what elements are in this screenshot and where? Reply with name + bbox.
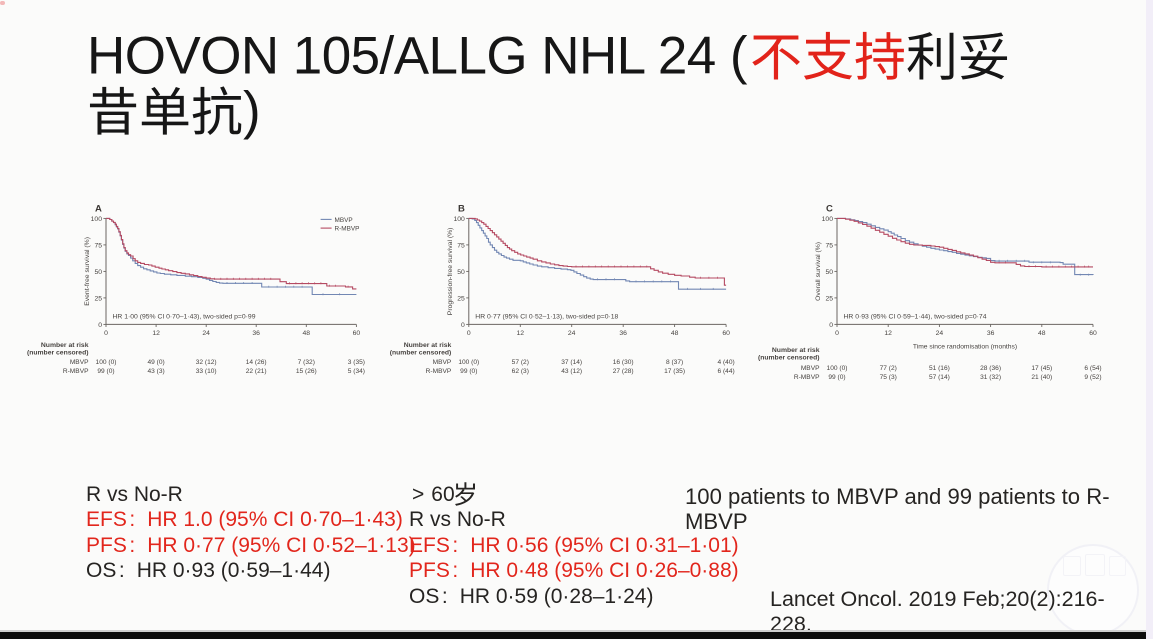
svg-text:0: 0 <box>835 330 839 337</box>
svg-text:Number at risk: Number at risk <box>772 347 820 354</box>
svg-text:C: C <box>826 204 833 215</box>
svg-text:100 (0): 100 (0) <box>458 359 479 366</box>
svg-text:MBVP: MBVP <box>70 359 89 366</box>
svg-text:99 (0): 99 (0) <box>97 368 114 375</box>
svg-text:MBVP: MBVP <box>433 359 452 366</box>
svg-text:25: 25 <box>825 295 833 302</box>
svg-text:12: 12 <box>152 330 160 337</box>
svg-text:(number censored): (number censored) <box>27 350 89 357</box>
svg-text:15 (26): 15 (26) <box>296 368 317 375</box>
svg-text:37 (14): 37 (14) <box>561 359 582 366</box>
svg-text:62 (3): 62 (3) <box>512 368 529 375</box>
svg-text:5 (34): 5 (34) <box>348 368 365 375</box>
svg-text:75: 75 <box>94 242 102 249</box>
svg-text:75: 75 <box>457 242 465 249</box>
svg-text:Time since randomisation (mont: Time since randomisation (months) <box>913 343 1017 350</box>
svg-text:60: 60 <box>722 330 730 337</box>
svg-text:8 (37): 8 (37) <box>666 359 683 366</box>
svg-text:24: 24 <box>936 330 944 337</box>
svg-text:32 (12): 32 (12) <box>196 359 217 366</box>
svg-text:(number censored): (number censored) <box>758 354 820 361</box>
svg-text:A: A <box>95 204 102 215</box>
svg-text:24: 24 <box>568 330 576 337</box>
svg-text:HR 0·77 (95% CI 0·52–1·13), tw: HR 0·77 (95% CI 0·52–1·13), two-sided p=… <box>475 314 618 321</box>
svg-text:9 (52): 9 (52) <box>1084 374 1101 381</box>
svg-text:0: 0 <box>461 322 465 329</box>
svg-text:25: 25 <box>94 295 102 302</box>
svg-text:MBVP: MBVP <box>335 217 353 224</box>
svg-text:99 (0): 99 (0) <box>828 374 845 381</box>
svg-text:Number at risk: Number at risk <box>404 342 452 349</box>
svg-text:48: 48 <box>303 330 311 337</box>
svg-text:14 (26): 14 (26) <box>246 359 267 366</box>
svg-text:28 (36): 28 (36) <box>980 365 1001 372</box>
svg-text:51 (16): 51 (16) <box>929 365 950 372</box>
svg-text:75: 75 <box>825 242 833 249</box>
svg-text:B: B <box>458 204 465 215</box>
svg-text:R-MBVP: R-MBVP <box>63 368 89 375</box>
svg-text:0: 0 <box>829 322 833 329</box>
svg-text:4 (40): 4 (40) <box>717 359 734 366</box>
svg-text:57 (2): 57 (2) <box>512 359 529 366</box>
svg-text:100: 100 <box>822 216 834 223</box>
svg-text:3 (35): 3 (35) <box>348 359 365 366</box>
svg-text:Event-free survival (%): Event-free survival (%) <box>84 237 91 306</box>
svg-text:43 (12): 43 (12) <box>561 368 582 375</box>
svg-text:6 (54): 6 (54) <box>1084 365 1101 372</box>
svg-text:R-MBVP: R-MBVP <box>335 226 360 233</box>
svg-text:48: 48 <box>1038 330 1046 337</box>
svg-text:77 (2): 77 (2) <box>880 365 897 372</box>
svg-text:R-MBVP: R-MBVP <box>426 368 452 375</box>
svg-text:6 (44): 6 (44) <box>717 368 734 375</box>
svg-text:27 (28): 27 (28) <box>613 368 634 375</box>
svg-text:60: 60 <box>1089 330 1097 337</box>
svg-text:Overall survival (%): Overall survival (%) <box>815 242 822 301</box>
svg-text:100 (0): 100 (0) <box>827 365 848 372</box>
svg-text:57 (14): 57 (14) <box>929 374 950 381</box>
svg-text:Progression-free survival (%): Progression-free survival (%) <box>447 228 454 316</box>
svg-text:99 (0): 99 (0) <box>460 368 477 375</box>
svg-text:36: 36 <box>619 330 627 337</box>
svg-text:R-MBVP: R-MBVP <box>794 374 820 381</box>
svg-text:HOVON 105/ALLG NHL 24 (: HOVON 105/ALLG NHL 24 ( <box>87 27 748 86</box>
svg-text:33 (10): 33 (10) <box>196 368 217 375</box>
svg-text:100: 100 <box>453 216 465 223</box>
svg-text:Number at risk: Number at risk <box>41 342 89 349</box>
svg-text:12: 12 <box>884 330 892 337</box>
svg-text:48: 48 <box>671 330 679 337</box>
svg-text:0: 0 <box>104 330 108 337</box>
svg-text:60: 60 <box>353 330 361 337</box>
svg-text:): ) <box>243 82 261 141</box>
svg-text:(number censored): (number censored) <box>390 350 452 357</box>
svg-text:HR 1·00 (95% CI 0·70–1·43), tw: HR 1·00 (95% CI 0·70–1·43), two-sided p=… <box>113 314 256 321</box>
svg-text:25: 25 <box>457 295 465 302</box>
svg-text:17 (35): 17 (35) <box>664 368 685 375</box>
svg-text:36: 36 <box>987 330 995 337</box>
svg-text:7 (32): 7 (32) <box>298 359 315 366</box>
svg-text:31 (32): 31 (32) <box>980 374 1001 381</box>
svg-text:36: 36 <box>252 330 260 337</box>
svg-text:50: 50 <box>94 269 102 276</box>
svg-text:17 (45): 17 (45) <box>1031 365 1052 372</box>
svg-text:0: 0 <box>467 330 471 337</box>
svg-text:12: 12 <box>517 330 525 337</box>
svg-text:100: 100 <box>91 216 103 223</box>
svg-text:16 (30): 16 (30) <box>613 359 634 366</box>
svg-text:HR 0·93 (95% CI 0·59–1·44), tw: HR 0·93 (95% CI 0·59–1·44), two-sided p=… <box>844 314 987 321</box>
svg-text:100 (0): 100 (0) <box>96 359 117 366</box>
svg-text:49 (0): 49 (0) <box>147 359 164 366</box>
svg-text:50: 50 <box>825 269 833 276</box>
svg-text:43 (3): 43 (3) <box>147 368 164 375</box>
svg-text:21 (40): 21 (40) <box>1031 374 1052 381</box>
svg-text:50: 50 <box>457 269 465 276</box>
svg-text:75 (3): 75 (3) <box>880 374 897 381</box>
svg-text:22 (21): 22 (21) <box>246 368 267 375</box>
svg-text:0: 0 <box>98 322 102 329</box>
svg-text:24: 24 <box>202 330 210 337</box>
svg-text:MBVP: MBVP <box>801 365 820 372</box>
